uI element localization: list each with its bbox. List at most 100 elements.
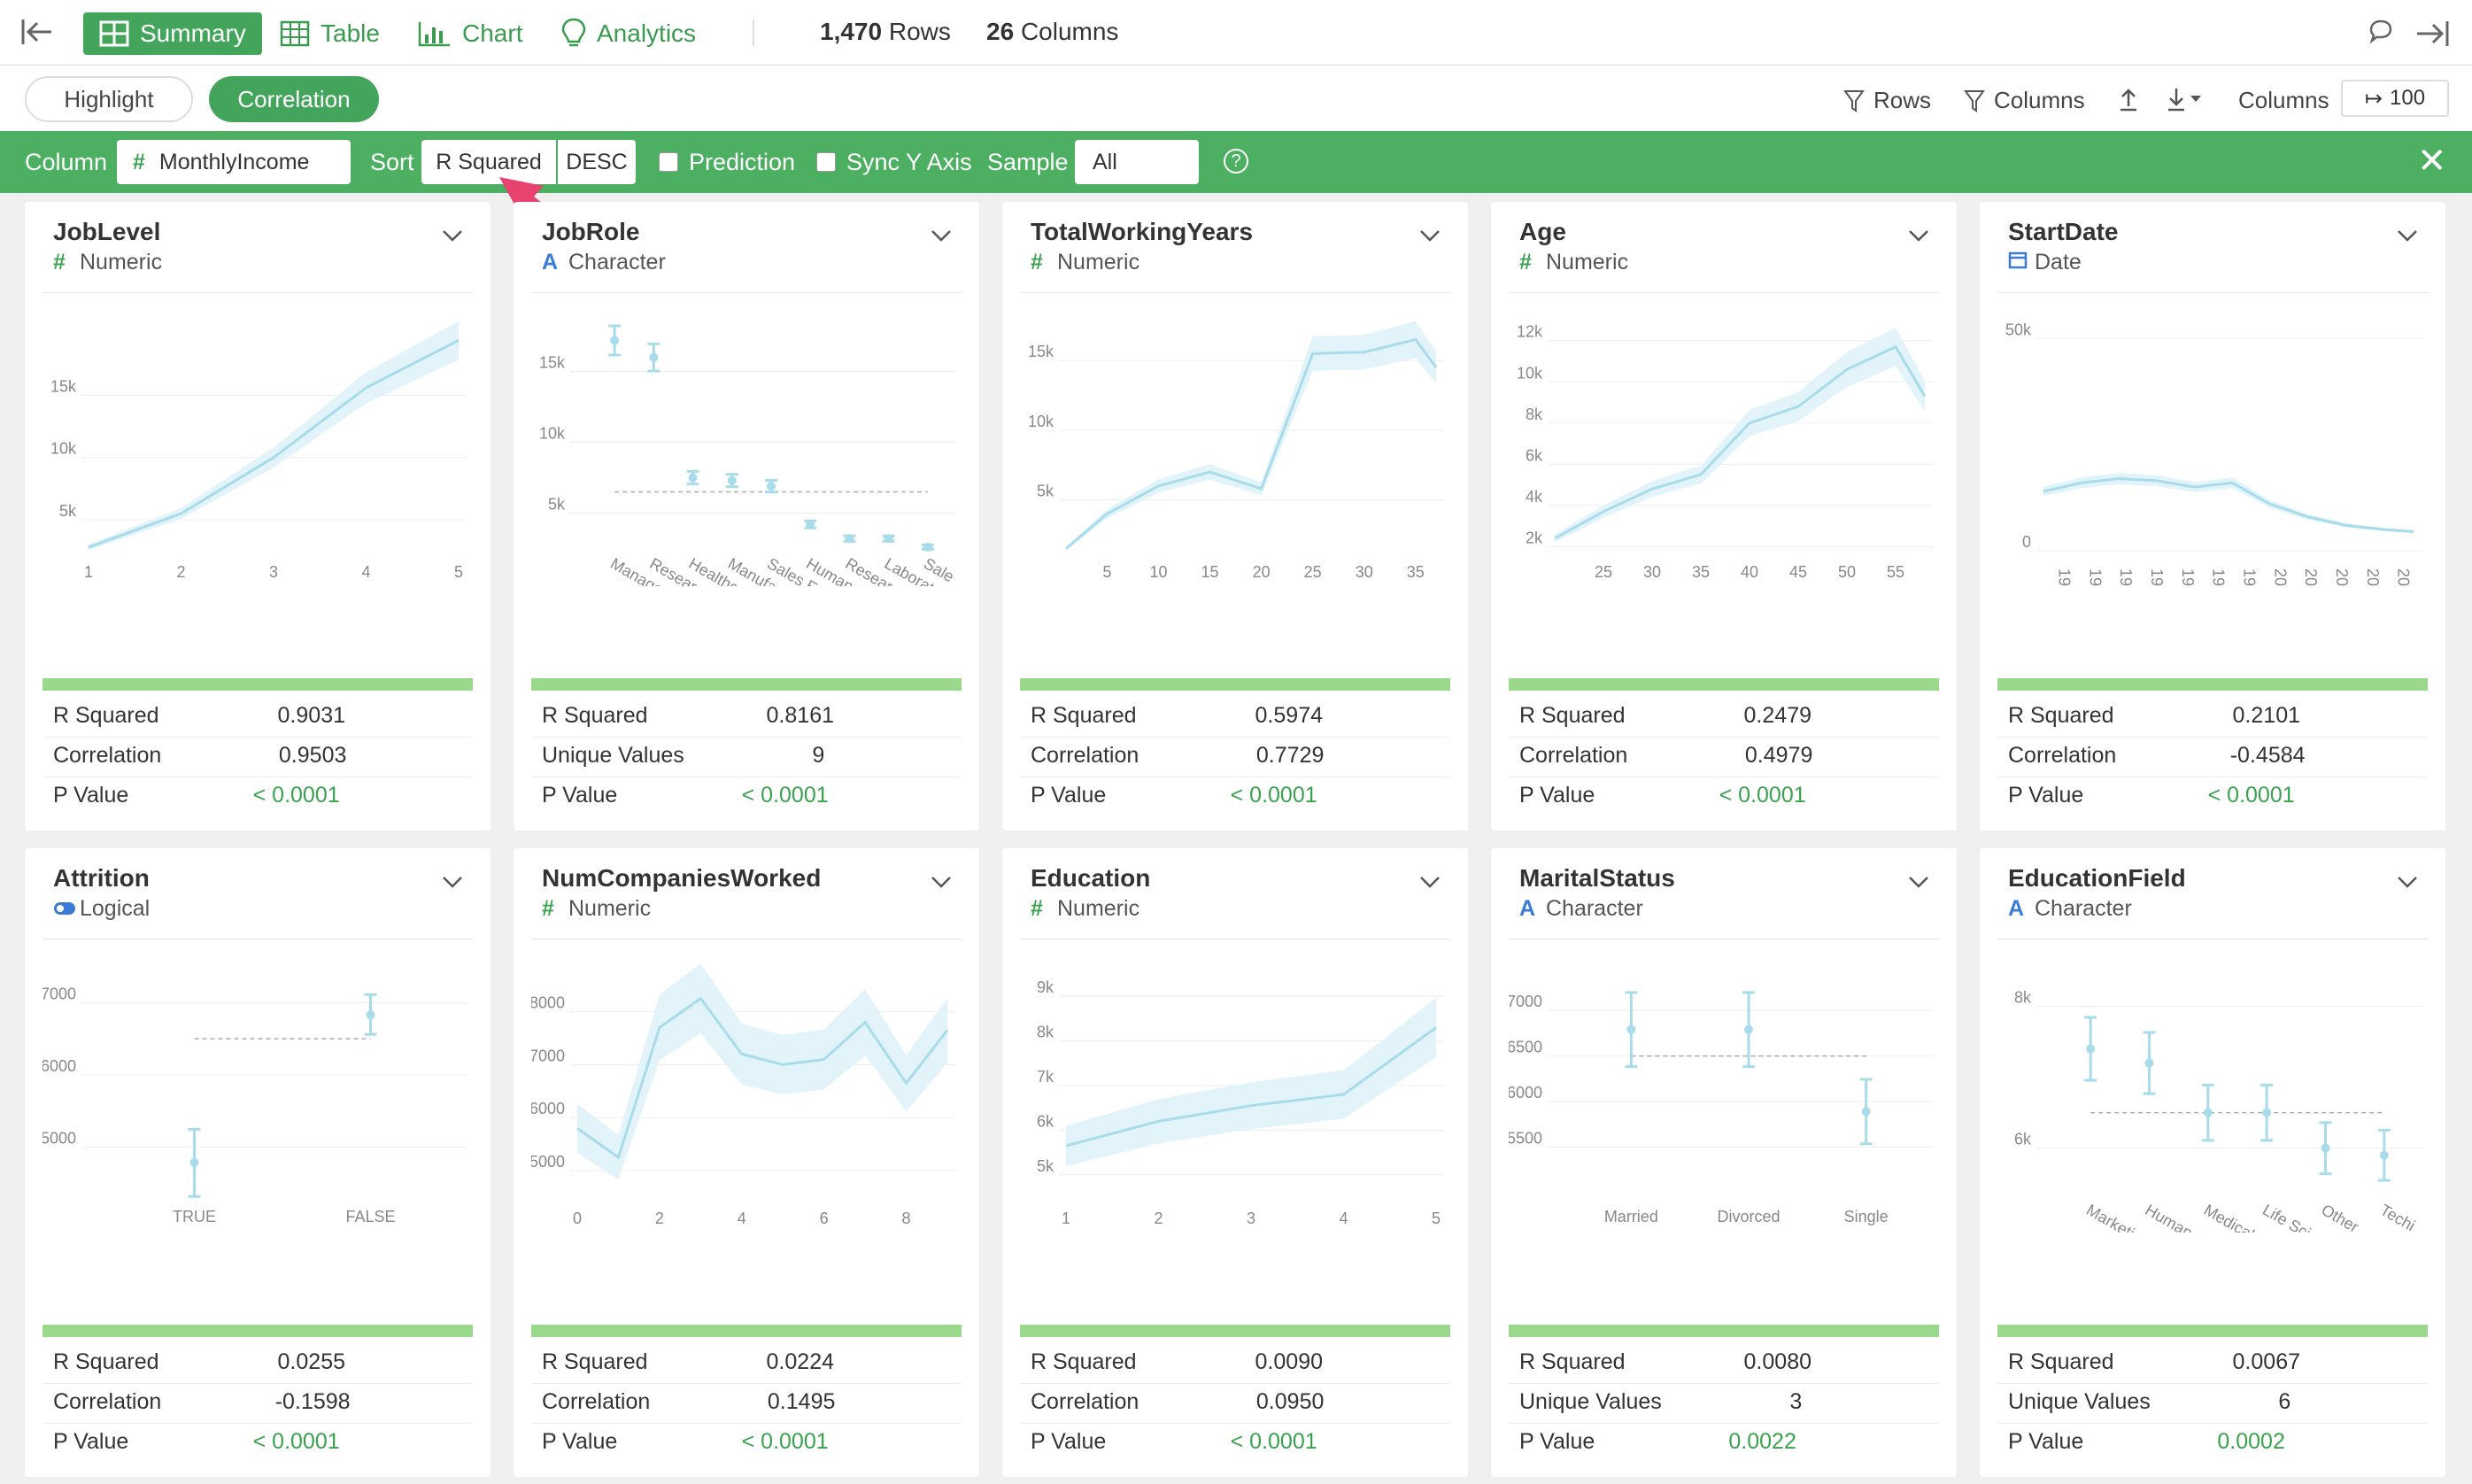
chevron-down-icon[interactable] [2396,228,2419,247]
correlation-strength-bar [1020,678,1450,691]
card-type-label: Character [2035,896,2132,921]
column-card: JobRoleACharacter5k10k15kManagerResearch… [514,202,979,831]
stat-row: Correlation 0.1495 [542,1389,953,1421]
numeric-icon: # [53,250,66,274]
card-chart: 5k10k15kManagerResearch DirectoHealthcar… [539,324,957,586]
chevron-down-icon[interactable] [2396,875,2419,893]
rows-filter-button[interactable]: Rows [1843,87,1931,114]
confidence-band [2043,473,2414,534]
chevron-down-icon[interactable] [930,228,953,247]
sort-label: Sort [370,149,414,175]
stat-value: < 0.0001 [252,1429,340,1454]
stat-label: P Value [1031,1429,1107,1454]
stat-value: 0.0090 [1255,1349,1323,1374]
chevron-down-icon[interactable] [1418,228,1441,247]
divider [531,1383,962,1384]
divider [1997,737,2428,738]
card-title: EducationField [2008,864,2186,892]
x-tick-label: 35 [1407,563,1425,581]
sample-select[interactable]: All [1075,140,1199,184]
data-point [366,1010,375,1020]
chevron-down-icon[interactable] [1907,228,1930,247]
column-card: MaritalStatus A Character 5500 6000 6500 7000 M… [1491,848,1957,1477]
stat-value: < 0.0001 [252,783,340,808]
divider [1997,1383,2428,1384]
chevron-down-icon[interactable] [441,228,464,247]
divider [1997,1423,2428,1424]
card-chart: 5k 6k 7k 8k 9k 1 2 3 4 5 [1037,978,1445,1227]
divider [42,1423,473,1424]
stat-row: P Value 0.0002 [2008,1429,2419,1461]
stat-value: 0.0224 [766,1349,834,1374]
x-tick-label: 35 [1692,563,1710,581]
comment-icon[interactable] [2368,18,2394,49]
x-tick-label: 1998 [2240,568,2258,586]
chevron-down-icon[interactable] [1418,875,1441,893]
collapse-left-icon[interactable] [19,16,55,48]
chevron-down-icon[interactable] [1907,875,1930,893]
sort-down-icon[interactable] [2166,87,2213,112]
chevron-down-icon[interactable] [441,875,464,893]
sort-select[interactable]: R Squared [421,140,556,184]
data-point [1626,1024,1636,1034]
columns-count-input[interactable]: ↦ 100 [2341,80,2449,117]
divider [1509,1423,1939,1424]
x-tick-label: 1 [84,563,93,581]
stat-label: P Value [53,783,129,808]
correlation-button[interactable]: Correlation [209,76,379,122]
y-tick-label: 5000 [42,1130,76,1148]
confidence-band [89,321,459,551]
x-tick-label: Married [1604,1208,1658,1225]
x-tick-label: 5 [1432,1210,1441,1227]
stat-label: R Squared [53,1349,159,1374]
x-tick-label: 2009 [2333,568,2351,586]
close-icon[interactable]: ✕ [2417,142,2447,181]
chevron-down-icon[interactable] [930,875,953,893]
x-tick-label: 55 [1887,563,1904,581]
stat-label: R Squared [542,703,648,728]
highlight-button[interactable]: Highlight [25,76,193,122]
x-tick-label: 2005 [2302,568,2320,586]
card-type: A Character [542,250,666,275]
sort-up-icon[interactable] [2118,87,2148,112]
sort-order-button[interactable]: DESC [558,140,636,184]
tab-summary[interactable]: Summary [83,12,262,55]
stat-value: < 0.0001 [1719,783,1806,808]
tab-label: Analytics [597,19,697,47]
prediction-checkbox[interactable] [659,152,678,172]
collapse-right-icon[interactable] [2415,18,2451,54]
correlation-strength-bar [531,678,962,691]
y-tick-label: 15k [539,354,566,372]
y-tick-label: 5000 [531,1153,565,1171]
tab-table[interactable]: Table [280,12,380,55]
x-tick-label: TRUE [173,1208,216,1225]
card-type-label: Date [2035,250,2082,274]
card-type-label: Numeric [1057,896,1140,921]
tab-analytics[interactable]: Analytics [561,12,696,55]
column-card: NumCompaniesWorked # Numeric 5000 6000 7000 80… [514,848,979,1477]
card-type-label: Numeric [568,896,652,921]
card-type-label: Character [1546,896,1643,921]
column-select[interactable]: # MonthlyIncome [117,140,351,184]
y-tick-label: 6500 [1509,1039,1542,1056]
stat-label: R Squared [2008,703,2114,728]
stat-value: 0.0002 [2217,1429,2285,1454]
card-type: Date [2008,250,2082,275]
tab-chart[interactable]: Chart [418,12,522,55]
help-icon[interactable]: ? [1224,149,1248,174]
chart-icon [418,22,450,47]
x-tick-label: 10 [1149,563,1167,581]
correlation-strength-bar [1997,1325,2428,1337]
x-tick-label: 3 [269,563,278,581]
column-card: EducationFieldACharacter6k8kMarketingHum… [1980,848,2445,1477]
stat-label: P Value [2008,783,2084,808]
x-tick-label: 30 [1643,563,1661,581]
stat-row: P Value < 0.0001 [1519,783,1930,815]
sync-y-checkbox[interactable] [816,152,836,172]
columns-filter-button[interactable]: Columns [1964,87,2085,114]
x-tick-label: FALSE [345,1208,395,1225]
card-type-label: Numeric [1057,250,1140,274]
stat-label: Correlation [1031,743,1139,768]
stat-row: R Squared 0.0224 [542,1349,953,1381]
stat-row: R Squared 0.0080 [1519,1349,1930,1381]
